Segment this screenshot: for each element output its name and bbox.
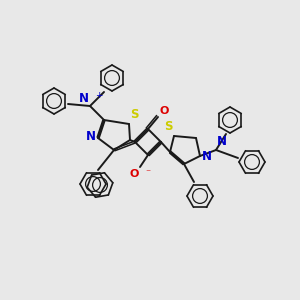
Text: S: S bbox=[164, 120, 173, 133]
Text: N: N bbox=[202, 149, 212, 163]
Text: O: O bbox=[160, 106, 169, 116]
Text: N: N bbox=[217, 135, 227, 148]
Text: N: N bbox=[86, 130, 96, 143]
Text: O: O bbox=[130, 169, 139, 179]
Text: N: N bbox=[79, 92, 89, 105]
Text: +: + bbox=[95, 91, 103, 100]
Text: S: S bbox=[130, 108, 139, 121]
Text: ⁻: ⁻ bbox=[145, 168, 150, 178]
